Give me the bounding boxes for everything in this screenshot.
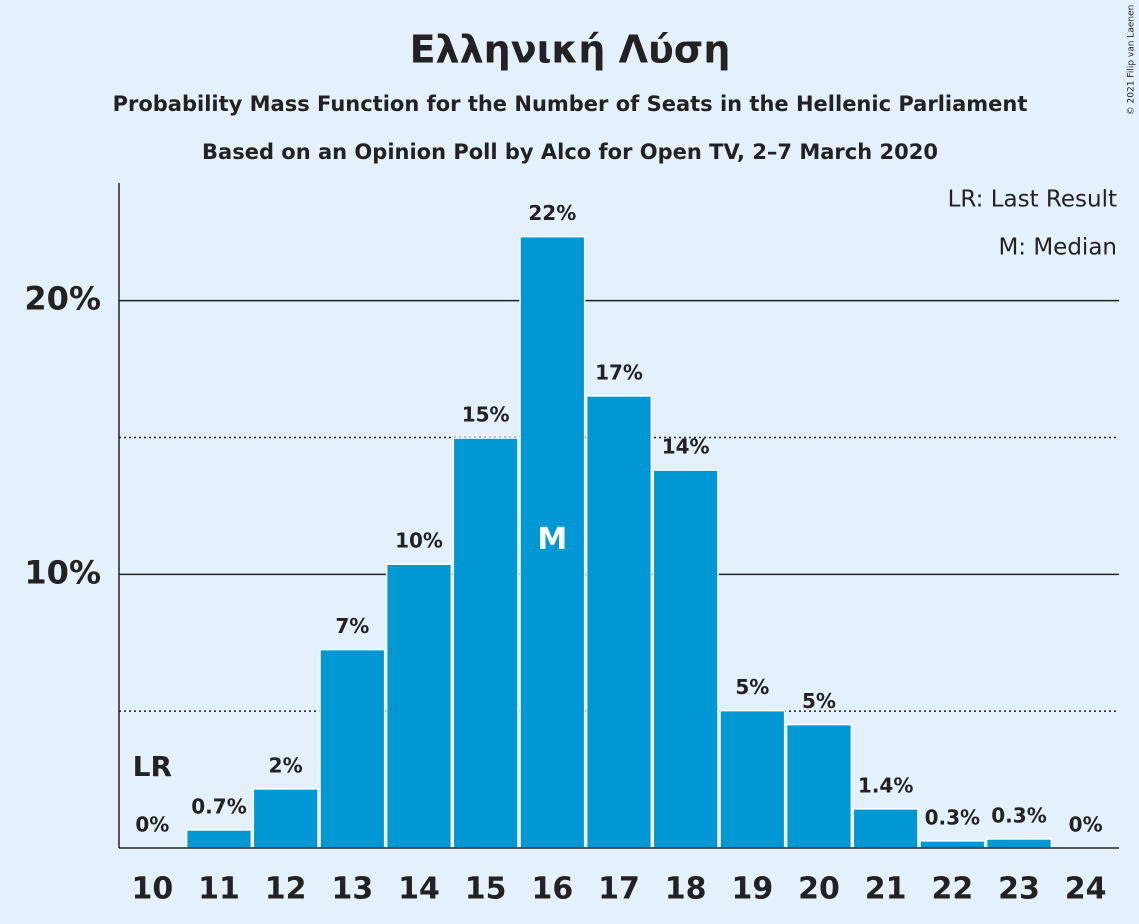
x-tick-label: 22 [931, 872, 973, 907]
x-tick-label: 10 [131, 872, 173, 907]
bar [652, 469, 719, 849]
x-tick-label: 20 [798, 872, 840, 907]
value-label: 17% [595, 360, 643, 384]
x-tick-label: 16 [531, 872, 573, 907]
value-label: 1.4% [858, 773, 913, 797]
legend-entry: M: Median [998, 235, 1117, 261]
x-tick-label: 12 [265, 872, 307, 907]
value-label: 0.7% [191, 794, 246, 818]
bar [919, 840, 986, 849]
annotation: LR [133, 750, 172, 783]
bar [985, 838, 1053, 849]
bar [252, 788, 319, 849]
value-label: 0% [135, 813, 169, 837]
bar [519, 235, 586, 849]
value-label: 22% [528, 201, 576, 225]
bar [452, 437, 519, 849]
x-tick-label: 15 [465, 872, 507, 907]
x-tick-label: 17 [598, 872, 640, 907]
bar [319, 648, 386, 849]
x-tick-label: 21 [865, 872, 907, 907]
y-tick-label: 20% [24, 280, 101, 318]
value-label: 14% [662, 435, 710, 459]
value-label: 7% [335, 614, 369, 638]
value-label: 0.3% [991, 803, 1046, 827]
x-tick-label: 14 [398, 872, 440, 907]
x-tick-label: 18 [665, 872, 707, 907]
chart-subtitle: Probability Mass Function for the Number… [113, 92, 1028, 116]
legend-entry: LR: Last Result [948, 187, 1117, 213]
chart-title: Ελληνική Λύση [410, 28, 731, 72]
bar [185, 829, 253, 849]
bar [719, 709, 786, 849]
y-tick-label: 10% [24, 553, 101, 591]
value-label: 15% [462, 403, 510, 427]
x-tick-label: 23 [998, 872, 1040, 907]
bar [585, 395, 653, 849]
value-label: 5% [802, 689, 836, 713]
value-label: 0.3% [925, 805, 980, 829]
value-label: 0% [1069, 813, 1103, 837]
value-label: 10% [395, 529, 443, 553]
bar [385, 563, 453, 849]
value-label: 5% [735, 675, 769, 699]
bar [785, 723, 853, 849]
x-tick-label: 13 [331, 872, 373, 907]
x-tick-label: 11 [198, 872, 240, 907]
x-tick-label: 19 [731, 872, 773, 907]
annotation: M [537, 522, 567, 557]
x-tick-label: 24 [1065, 872, 1107, 907]
chart-subtitle: Based on an Opinion Poll by Alco for Ope… [202, 140, 938, 164]
copyright: © 2021 Filip van Laenen [1127, 5, 1137, 116]
value-label: 2% [269, 753, 303, 777]
bar [852, 808, 919, 849]
